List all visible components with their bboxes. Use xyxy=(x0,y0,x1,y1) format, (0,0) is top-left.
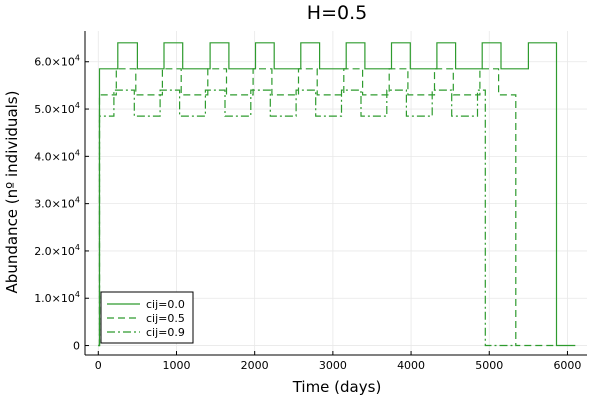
legend-label-3: cij=0.9 xyxy=(146,326,185,339)
y-tick-label-3: 2.0×104 xyxy=(34,243,80,258)
series-line-1 xyxy=(98,42,576,347)
legend-label-2: cij=0.5 xyxy=(146,312,185,325)
legend-entry-1: cij=0.0 xyxy=(107,298,185,311)
grid xyxy=(85,31,587,355)
x-tick-label-4: 3000 xyxy=(319,359,347,372)
legend-entry-2: cij=0.5 xyxy=(107,312,185,325)
tick-labels: 0 1000 2000 3000 4000 5000 6000 0 1.0×104 2.0×104… xyxy=(34,54,581,372)
legend: cij=0.0 cij=0.5 cij=0.9 xyxy=(100,291,194,344)
x-tick-label-3: 2000 xyxy=(241,359,269,372)
axes xyxy=(84,31,587,356)
legend-entry-3: cij=0.9 xyxy=(107,326,185,339)
y-tick-label-1: 0 xyxy=(73,340,80,353)
chart-title: H=0.5 xyxy=(307,2,367,24)
legend-label-1: cij=0.0 xyxy=(146,298,185,311)
y-tick-label-6: 5.0×104 xyxy=(34,101,80,116)
x-tick-label-1: 0 xyxy=(95,359,102,372)
x-tick-label-6: 5000 xyxy=(475,359,503,372)
x-axis-label: Time (days) xyxy=(292,378,382,396)
y-tick-label-4: 3.0×104 xyxy=(34,196,80,211)
y-tick-label-7: 6.0×104 xyxy=(34,54,80,69)
x-tick-label-7: 6000 xyxy=(553,359,581,372)
series-line-3 xyxy=(98,89,516,347)
x-tick-label-5: 4000 xyxy=(397,359,425,372)
legend-box xyxy=(100,291,194,344)
plot-series xyxy=(98,42,576,347)
y-tick-label-5: 4.0×104 xyxy=(34,148,80,163)
x-tick-label-2: 1000 xyxy=(162,359,190,372)
series-line-2 xyxy=(98,68,557,347)
y-axis-label: Abundance (nº individuals) xyxy=(3,91,21,294)
y-tick-label-2: 1.0×104 xyxy=(34,290,80,305)
